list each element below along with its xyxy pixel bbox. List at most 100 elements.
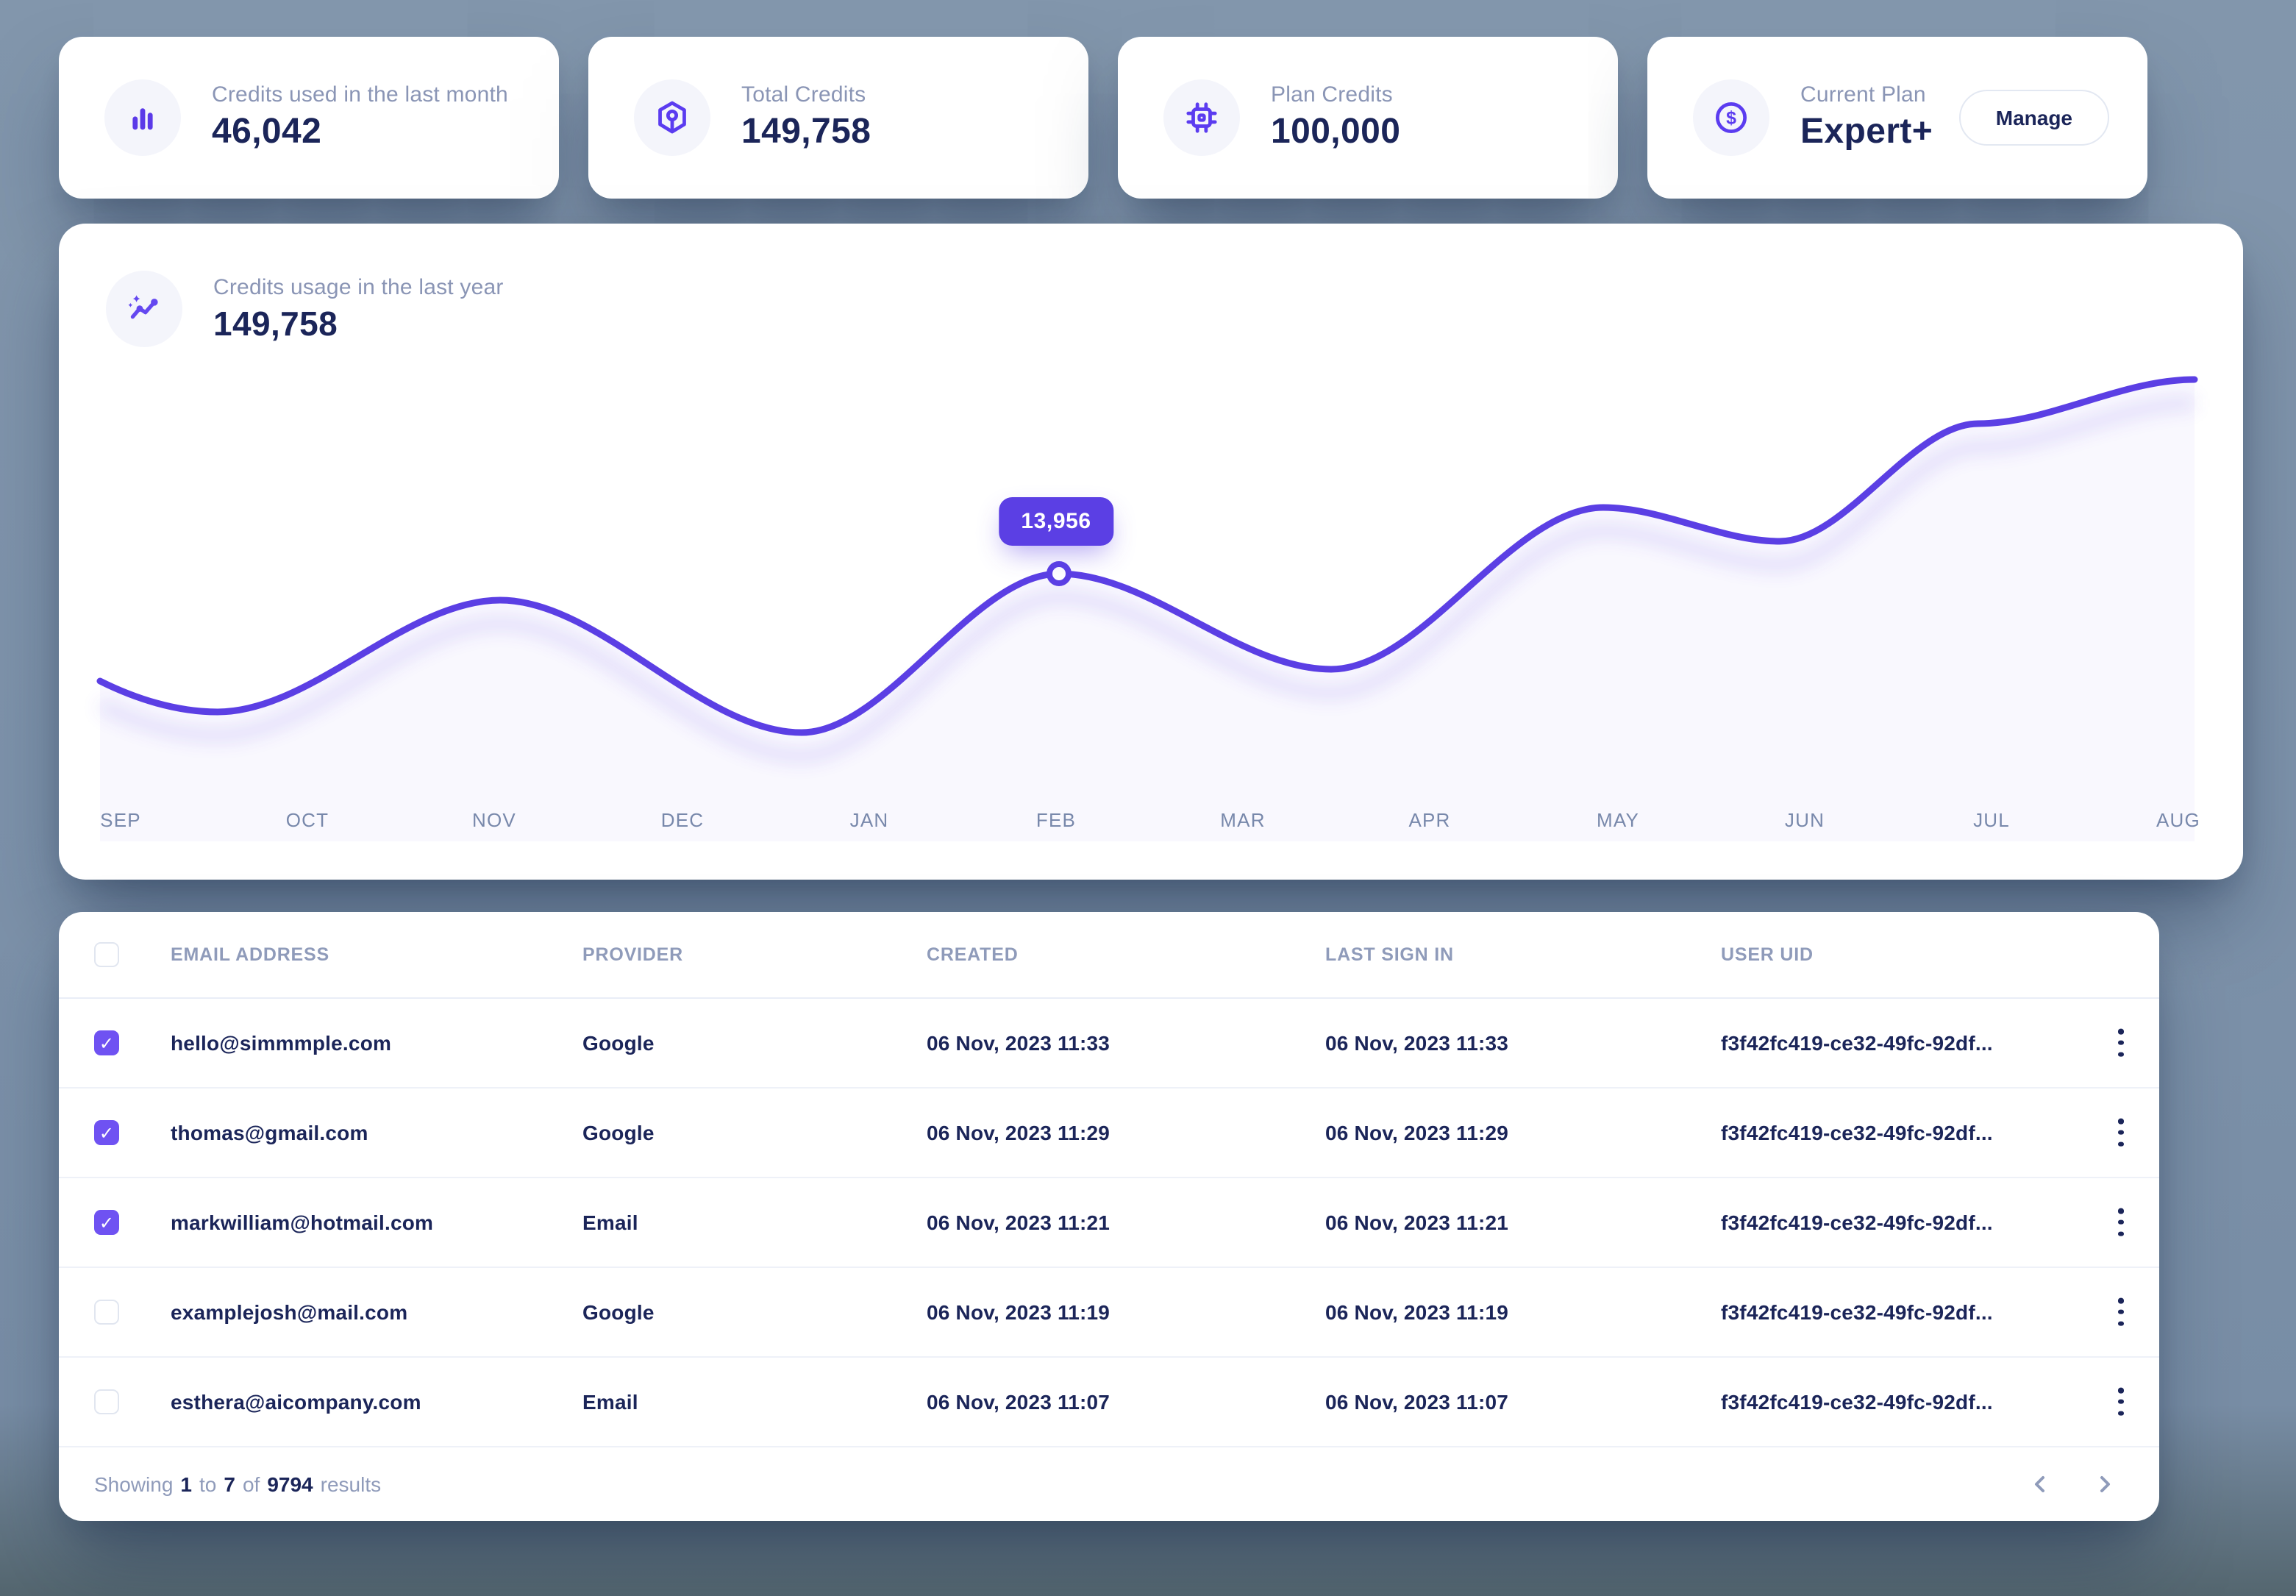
x-axis-label: APR: [1408, 809, 1451, 831]
x-axis-label: AUG: [2156, 809, 2200, 831]
stat-value: 46,042: [212, 112, 322, 152]
cell-email: esthera@aicompany.com: [171, 1390, 421, 1414]
cell-provider: Google: [582, 1031, 655, 1055]
table-header-row: EMAIL ADDRESS PROVIDER CREATED LAST SIGN…: [59, 912, 2159, 999]
icon-circle: [1163, 79, 1240, 156]
manage-plan-button[interactable]: Manage: [1958, 90, 2109, 146]
chart-title: Credits usage in the last year: [213, 274, 504, 299]
icon-circle: [106, 271, 182, 347]
trend-sparkle-icon: [128, 295, 158, 319]
row-checkbox[interactable]: [94, 1120, 119, 1145]
chip-icon: [1186, 102, 1217, 133]
cell-created: 06 Nov, 2023 11:07: [927, 1390, 1110, 1414]
cell-email: thomas@gmail.com: [171, 1121, 368, 1144]
previous-page-button[interactable]: [2027, 1471, 2053, 1497]
table-row: examplejosh@mail.com Google 06 Nov, 2023…: [59, 1268, 2159, 1358]
stat-text: Credits used in the last month 46,042: [212, 82, 508, 153]
row-menu-kebab-icon[interactable]: [2110, 1379, 2133, 1425]
credits-usage-chart-card: Credits usage in the last year 149,758 1…: [59, 224, 2243, 880]
results-summary-text: of: [242, 1472, 260, 1496]
row-menu-kebab-icon[interactable]: [2110, 1289, 2133, 1336]
cell-last-sign-in: 06 Nov, 2023 11:29: [1325, 1121, 1509, 1144]
stat-card-credits-used: Credits used in the last month 46,042: [59, 37, 559, 199]
cell-last-sign-in: 06 Nov, 2023 11:19: [1325, 1300, 1509, 1324]
stat-value: 149,758: [741, 112, 871, 152]
row-checkbox[interactable]: [94, 1030, 119, 1055]
stat-label: Plan Credits: [1271, 82, 1393, 107]
table-row: thomas@gmail.com Google 06 Nov, 2023 11:…: [59, 1089, 2159, 1178]
x-axis-label: JUL: [1973, 809, 2010, 831]
x-axis: SEP OCT NOV DEC JAN FEB MAR APR MAY JUN …: [59, 809, 2243, 838]
svg-text:$: $: [1726, 108, 1736, 129]
column-header-email: EMAIL ADDRESS: [171, 944, 329, 965]
row-checkbox[interactable]: [94, 1300, 119, 1325]
table-footer: Showing 1 to 7 of 9794 results: [59, 1447, 2159, 1521]
stat-value: 100,000: [1271, 112, 1401, 152]
icon-circle: [634, 79, 710, 156]
highlight-point-marker: [1047, 561, 1072, 586]
table-row: markwilliam@hotmail.com Email 06 Nov, 20…: [59, 1178, 2159, 1268]
results-to: 7: [224, 1472, 235, 1496]
results-summary: Showing 1 to 7 of 9794 results: [94, 1472, 381, 1496]
cell-user-uid: f3f42fc419-ce32-49fc-92df...: [1721, 1031, 1993, 1055]
cell-email: examplejosh@mail.com: [171, 1300, 408, 1324]
stat-text: Total Credits 149,758: [741, 82, 871, 153]
x-axis-label: MAR: [1220, 809, 1266, 831]
cell-email: hello@simmmple.com: [171, 1031, 392, 1055]
cell-created: 06 Nov, 2023 11:29: [927, 1121, 1110, 1144]
credits-line-series: [96, 376, 2198, 736]
x-axis-label: NOV: [472, 809, 516, 831]
row-menu-kebab-icon[interactable]: [2110, 1200, 2133, 1246]
cell-provider: Email: [582, 1390, 638, 1414]
stat-label: Total Credits: [741, 82, 866, 107]
x-axis-label: JUN: [1784, 809, 1825, 831]
users-table-card: EMAIL ADDRESS PROVIDER CREATED LAST SIGN…: [59, 912, 2159, 1521]
results-total: 9794: [267, 1472, 313, 1496]
table-row: esthera@aicompany.com Email 06 Nov, 2023…: [59, 1358, 2159, 1447]
chart-total-value: 149,758: [213, 304, 338, 342]
cell-user-uid: f3f42fc419-ce32-49fc-92df...: [1721, 1121, 1993, 1144]
stat-label: Credits used in the last month: [212, 82, 508, 107]
chart-header: Credits usage in the last year 149,758: [106, 271, 504, 347]
cell-provider: Email: [582, 1211, 638, 1234]
x-axis-label: MAY: [1596, 809, 1640, 831]
icon-circle: [104, 79, 181, 156]
row-menu-kebab-icon[interactable]: [2110, 1020, 2133, 1066]
x-axis-label: OCT: [285, 809, 329, 831]
stat-value: Expert+: [1800, 112, 1933, 152]
select-all-checkbox[interactable]: [94, 942, 119, 967]
chevron-left-icon: [2035, 1476, 2044, 1492]
column-header-created: CREATED: [927, 944, 1019, 965]
next-page-button[interactable]: [2092, 1471, 2118, 1497]
column-header-last-sign-in: LAST SIGN IN: [1325, 944, 1454, 965]
row-checkbox[interactable]: [94, 1210, 119, 1235]
stat-card-total-credits: Total Credits 149,758: [588, 37, 1088, 199]
results-summary-text: Showing: [94, 1472, 174, 1496]
table-row: hello@simmmple.com Google 06 Nov, 2023 1…: [59, 999, 2159, 1089]
row-checkbox[interactable]: [94, 1389, 119, 1414]
cell-last-sign-in: 06 Nov, 2023 11:21: [1325, 1211, 1509, 1234]
dollar-circle-icon: $: [1715, 101, 1747, 134]
cell-created: 06 Nov, 2023 11:19: [927, 1300, 1110, 1324]
results-summary-text: to: [199, 1472, 217, 1496]
cell-user-uid: f3f42fc419-ce32-49fc-92df...: [1721, 1390, 1993, 1414]
cell-last-sign-in: 06 Nov, 2023 11:33: [1325, 1031, 1509, 1055]
chart-tooltip: 13,956: [999, 497, 1113, 546]
x-axis-label: SEP: [100, 809, 141, 831]
x-axis-label: JAN: [849, 809, 889, 831]
results-summary-text: results: [320, 1472, 382, 1496]
cell-user-uid: f3f42fc419-ce32-49fc-92df...: [1721, 1211, 1993, 1234]
cell-created: 06 Nov, 2023 11:33: [927, 1031, 1110, 1055]
row-menu-kebab-icon[interactable]: [2110, 1110, 2133, 1156]
cell-last-sign-in: 06 Nov, 2023 11:07: [1325, 1390, 1509, 1414]
cube-icon: [658, 101, 686, 134]
column-header-provider: PROVIDER: [582, 944, 683, 965]
stat-card-current-plan: $ Current Plan Expert+ Manage: [1647, 37, 2147, 199]
pagination: [2027, 1471, 2124, 1497]
stat-card-plan-credits: Plan Credits 100,000: [1118, 37, 1618, 199]
results-from: 1: [180, 1472, 192, 1496]
cell-email: markwilliam@hotmail.com: [171, 1211, 434, 1234]
x-axis-label: FEB: [1035, 809, 1077, 831]
cell-provider: Google: [582, 1300, 655, 1324]
